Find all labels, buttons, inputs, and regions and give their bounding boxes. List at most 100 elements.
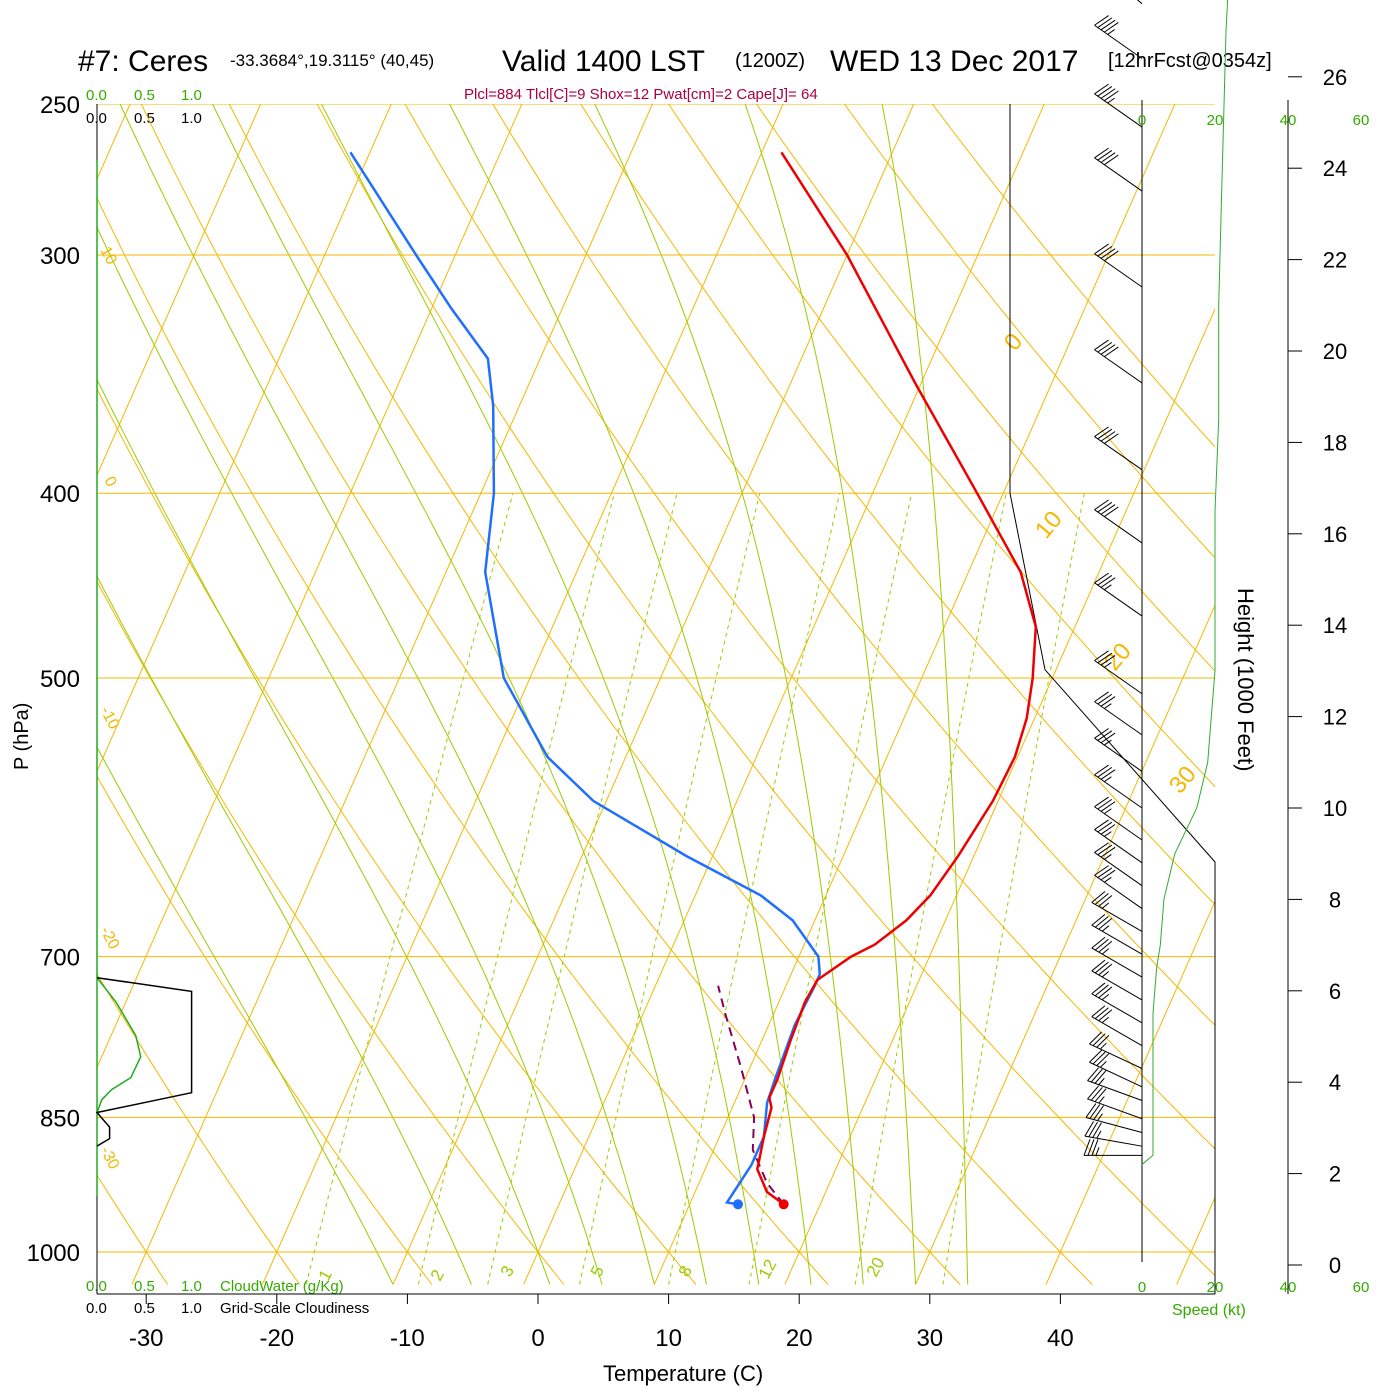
wind-barb <box>1091 982 1143 1024</box>
isotherm-line <box>784 307 1215 1285</box>
dry-adiabat-line <box>228 104 1093 1285</box>
mixing-ratio-label: 20 <box>863 1254 889 1280</box>
dry-adiabat-line <box>97 197 829 1285</box>
dry-adiabat-line <box>931 104 1215 448</box>
wind-barb-feather <box>1097 693 1113 705</box>
mixing-ratio-line <box>942 493 1085 1285</box>
height-tick-label: 8 <box>1329 887 1341 912</box>
moist-adiabat-line <box>881 104 969 1285</box>
mixing-ratio-label: 3 <box>497 1263 518 1280</box>
dry-adiabat-label: -30 <box>96 1144 122 1172</box>
wind-barb-staff <box>1089 1043 1143 1069</box>
cloud-scale-bottom: 0.0 0.5 1.0 CloudWater (g/Kg) 0.0 0.5 1.… <box>86 1278 369 1317</box>
isotherm-line <box>131 104 653 1285</box>
moist-adiabat-line <box>449 104 812 1285</box>
wind-barb-feather <box>1104 346 1119 358</box>
valid-date: WED 13 Dec 2017 <box>830 45 1078 78</box>
wind-barb-feather <box>1087 1067 1099 1081</box>
dry-adiabat-label: -10 <box>96 704 122 732</box>
wind-barb-staff <box>1094 253 1143 288</box>
wind-barb-feather <box>1090 1068 1103 1083</box>
wind-barb-feather <box>1100 846 1116 858</box>
wind-barb-staff <box>1089 1061 1143 1088</box>
wind-barb-half-feather <box>1104 662 1112 668</box>
height-tick-label: 26 <box>1323 65 1347 90</box>
wind-barb-half-feather <box>1095 1147 1100 1156</box>
forecast-info: [12hrFcst@0354z] <box>1108 50 1272 72</box>
wind-barb-feather <box>1094 691 1109 703</box>
dry-adiabat-line <box>404 104 1215 1150</box>
temperature-tick-label: 30 <box>916 1325 943 1352</box>
isotherm-line <box>262 104 784 1285</box>
cloudiness-curve <box>95 976 193 1147</box>
wind-barb-feather <box>1100 869 1116 881</box>
wind-barb-feather <box>1098 917 1113 930</box>
height-tick-label: 18 <box>1323 430 1347 455</box>
height-tick-label: 10 <box>1323 796 1347 821</box>
wind-barb-half-feather <box>1104 854 1112 860</box>
wind-barb-feather <box>1090 1086 1103 1101</box>
thermodynamic-background <box>0 104 1215 1285</box>
tropopause-outline <box>1009 104 1216 1294</box>
wind-barb-staff <box>1094 509 1143 544</box>
wind-barb-feather <box>1094 572 1109 584</box>
station-coords: -33.3684°,19.3115° (40,45) <box>230 51 434 70</box>
mixing-ratio-label: 5 <box>587 1263 608 1280</box>
cloud-scale-top-black-0: 0.0 <box>86 110 107 127</box>
wind-barb-feather <box>1094 915 1109 928</box>
wind-barb-feather <box>1097 17 1113 28</box>
wind-barb-feather <box>1104 433 1119 444</box>
isotherm-line <box>392 104 915 1285</box>
wind-barb-feather <box>1097 341 1113 353</box>
wind-barb-half-feather <box>1101 948 1110 955</box>
wind-barb <box>1091 936 1143 978</box>
wind-barb-staff <box>1094 93 1143 128</box>
wind-barb-feather <box>1100 248 1116 259</box>
wind-speed-profile <box>1141 0 1229 1165</box>
wind-barb <box>1089 1049 1143 1088</box>
wind-barb-feather <box>1091 982 1106 995</box>
isotherm-line <box>523 104 1045 1285</box>
wind-barb-half-feather <box>1099 1060 1107 1068</box>
wind-barb-feather <box>1094 147 1109 159</box>
wind-barb <box>1094 819 1143 864</box>
wind-barb-feather <box>1089 1049 1102 1063</box>
mixing-ratio-label: 8 <box>675 1263 696 1280</box>
wind-barb <box>1094 796 1143 841</box>
sounding-traces <box>349 151 1038 1210</box>
wind-barb-feather <box>1100 504 1116 515</box>
dry-adiabat-line <box>97 972 301 1285</box>
temperature-tick-label: -20 <box>259 1325 294 1352</box>
height-tick-label: 4 <box>1329 1070 1341 1095</box>
wind-barb-feather <box>1094 764 1109 776</box>
dry-adiabat-label: 0 <box>999 328 1028 356</box>
parcel-trace <box>717 985 785 1205</box>
wind-barb-feather <box>1100 801 1116 812</box>
wind-barb-feather <box>1100 732 1116 744</box>
wind-barb-feather <box>1094 339 1109 351</box>
wind-barb-staff <box>1094 806 1143 841</box>
isotherm-line <box>653 104 1176 1285</box>
moist-adiabat-line <box>97 226 603 1285</box>
wind-barb <box>1094 865 1143 909</box>
wind-barb-feather <box>1097 844 1113 856</box>
dry-adiabat-line <box>0 104 36 1285</box>
wind-barb-feather <box>1097 798 1113 810</box>
speed-tick-label-top: 0 <box>1138 112 1146 129</box>
wind-barb-feather <box>1093 1105 1105 1120</box>
wind-barb <box>1094 842 1143 887</box>
wind-barb-staff <box>1094 582 1143 617</box>
wind-barb-feather <box>1091 891 1106 903</box>
wind-barb-half-feather <box>1101 925 1110 932</box>
wind-barb-feather <box>1098 963 1113 976</box>
wind-barb-feather <box>1104 154 1119 166</box>
cloud-scale-top-green-0: 0.0 <box>86 87 107 104</box>
mixing-ratio-line <box>748 493 913 1285</box>
wind-barb-feather <box>1100 769 1116 780</box>
wind-barb-staff <box>1091 947 1143 978</box>
wind-barb-feather <box>1100 431 1116 442</box>
wind-barb-feather <box>1094 83 1109 95</box>
wind-barb-feather <box>1096 1053 1110 1066</box>
pressure-tick-label: 850 <box>40 1105 80 1132</box>
dry-adiabat-line <box>756 104 1215 672</box>
